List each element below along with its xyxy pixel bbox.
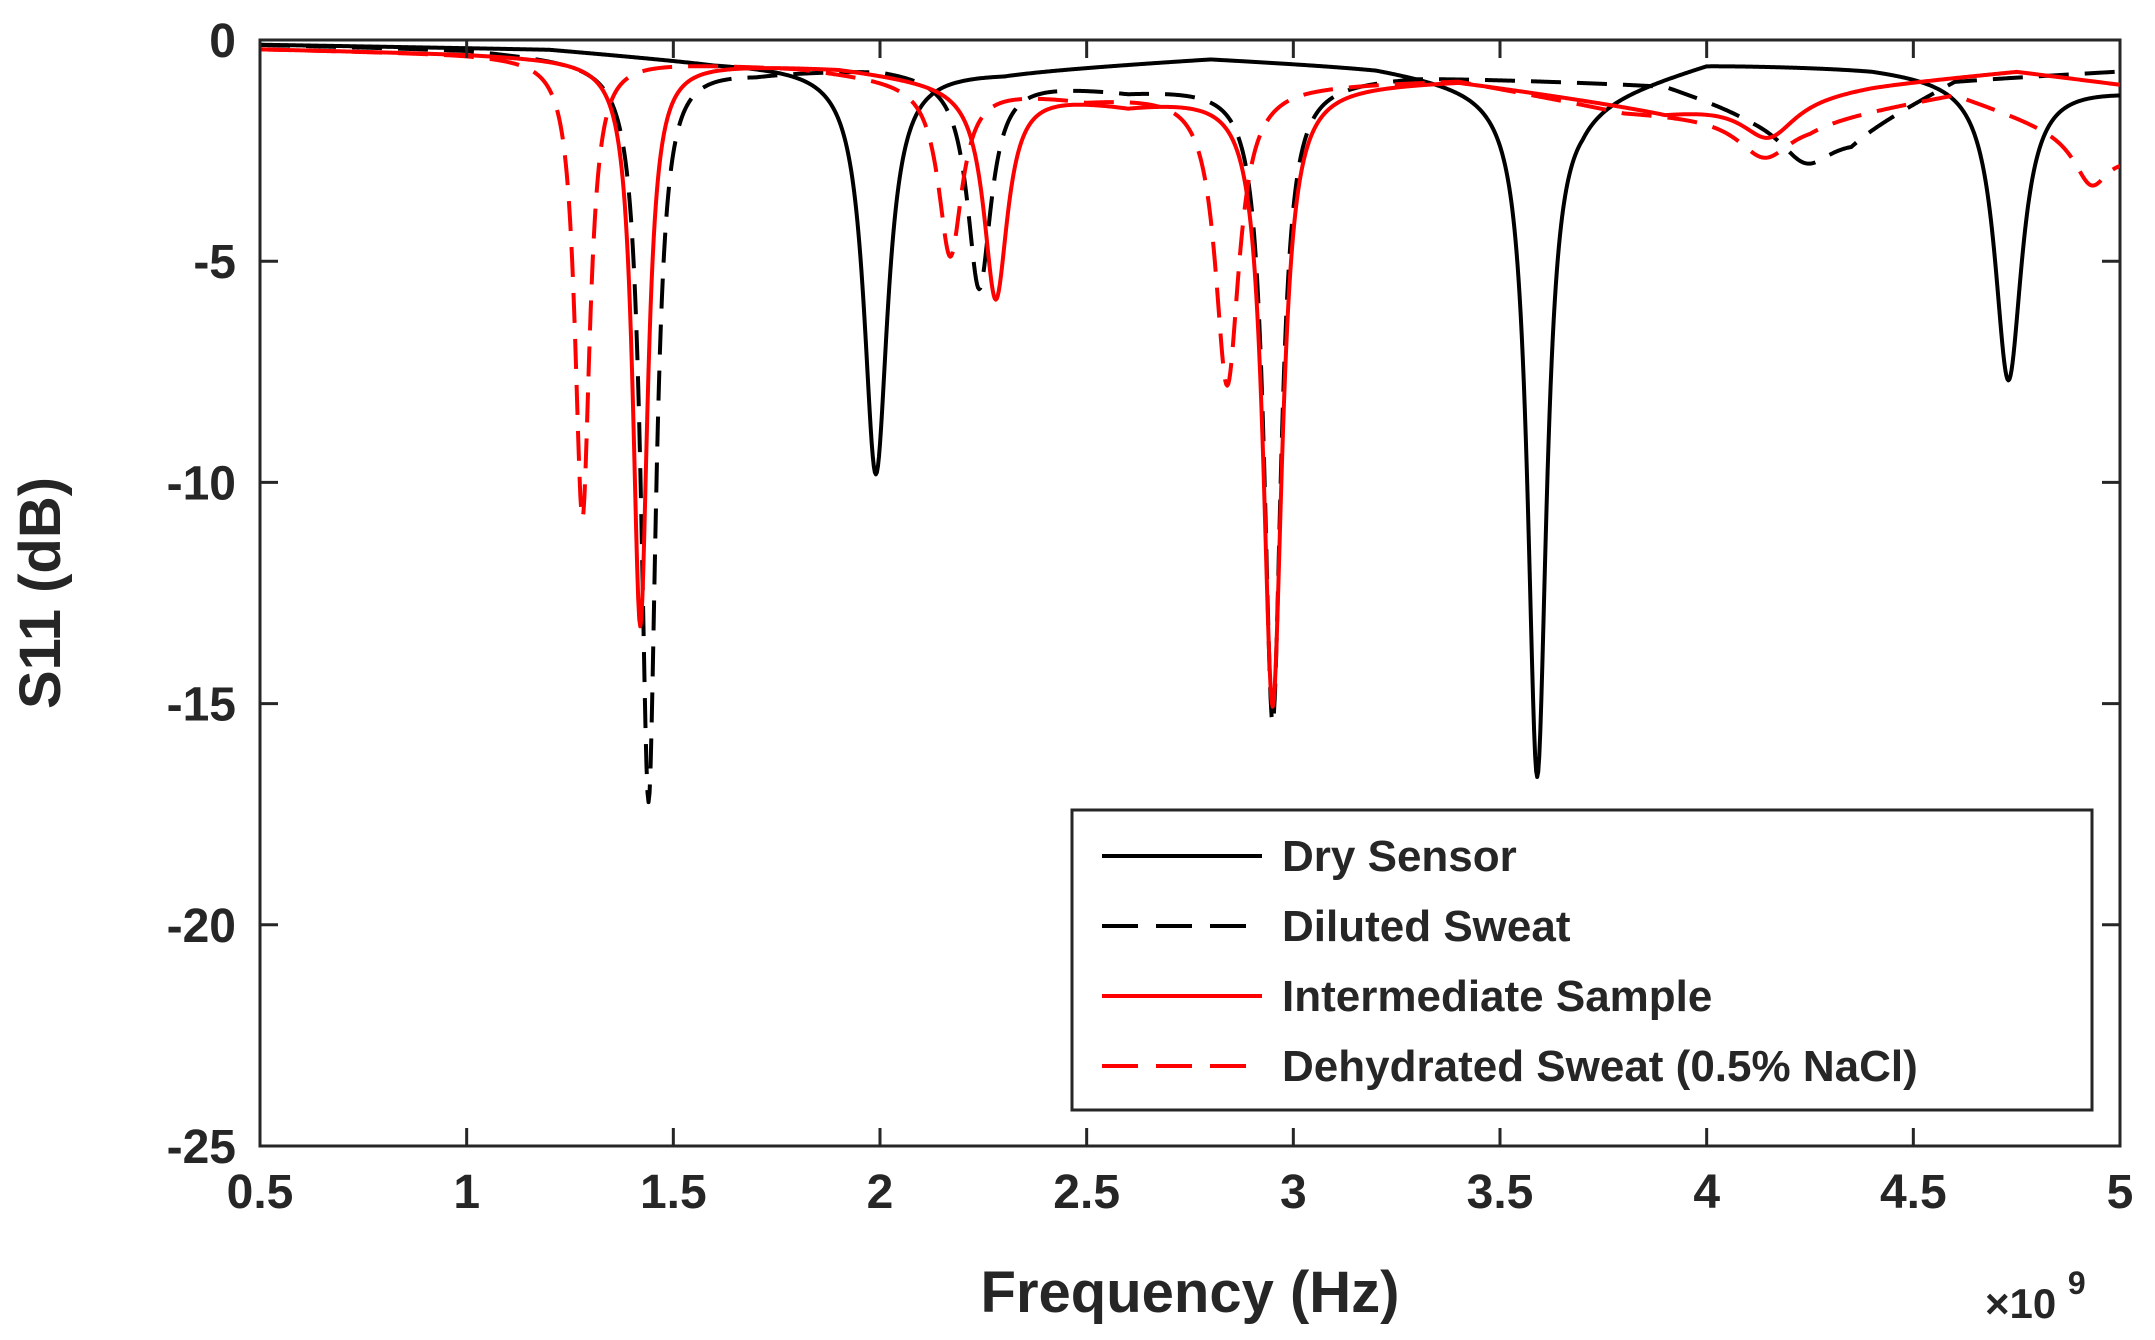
legend-box — [1070, 808, 2094, 1112]
x-tick-label: 4 — [1693, 1166, 1720, 1219]
x-multiplier-text: ×10 — [1985, 1280, 2056, 1327]
y-tick-label: -15 — [167, 679, 236, 732]
y-tick-label: -5 — [193, 236, 236, 289]
x-axis-label: Frequency (Hz) — [981, 1260, 1400, 1325]
legend-label-dry-sensor: Dry Sensor — [1282, 832, 1517, 881]
legend-label-intermediate-sample: Intermediate Sample — [1282, 972, 1712, 1021]
x-tick-label: 5 — [2107, 1166, 2134, 1219]
y-tick-label: -10 — [167, 457, 236, 510]
x-tick-label: 2 — [867, 1166, 894, 1219]
x-tick-label: 3 — [1280, 1166, 1307, 1219]
legend-label-dehydrated-sweat-0-5-nacl: Dehydrated Sweat (0.5% NaCl) — [1282, 1042, 1918, 1091]
y-tick-label: 0 — [209, 15, 236, 68]
x-tick-label: 3.5 — [1467, 1166, 1534, 1219]
x-tick-label: 0.5 — [227, 1166, 294, 1219]
x-tick-label: 1.5 — [640, 1166, 707, 1219]
y-tick-label: -25 — [167, 1121, 236, 1174]
x-tick-label: 1 — [453, 1166, 480, 1219]
x-multiplier-exponent: 9 — [2068, 1265, 2086, 1301]
series-line-diluted-sweat — [260, 43, 2120, 805]
series-line-intermediate-sample — [260, 47, 2120, 709]
y-axis-label: S11 (dB) — [8, 477, 73, 709]
x-tick-label: 4.5 — [1880, 1166, 1947, 1219]
legend: Dry Sensor Diluted Sweat Intermediate Samp… — [1070, 808, 2094, 1112]
x-axis-exponent: ×10 9 — [1985, 1265, 2086, 1327]
series-line-dehydrated-sweat-0-5-nacl — [260, 47, 2120, 521]
x-tick-label: 2.5 — [1053, 1166, 1120, 1219]
series-line-dry-sensor — [260, 42, 2120, 779]
y-tick-label: -20 — [167, 900, 236, 953]
legend-label-diluted-sweat: Diluted Sweat — [1282, 902, 1571, 951]
